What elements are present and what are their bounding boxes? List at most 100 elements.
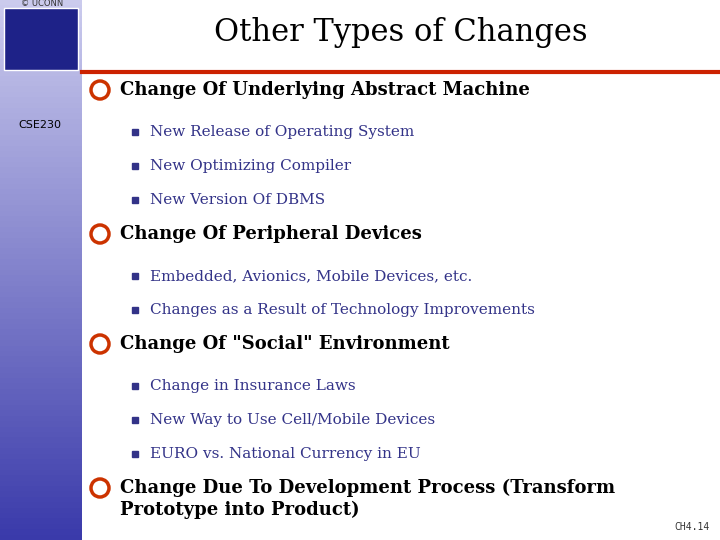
Text: Other Types of Changes: Other Types of Changes xyxy=(214,17,588,49)
Polygon shape xyxy=(0,286,82,292)
Text: Change Of Underlying Abstract Machine: Change Of Underlying Abstract Machine xyxy=(120,81,530,99)
Polygon shape xyxy=(0,265,82,270)
Polygon shape xyxy=(0,518,82,524)
Polygon shape xyxy=(0,200,82,205)
Polygon shape xyxy=(0,454,82,459)
Polygon shape xyxy=(0,270,82,275)
FancyBboxPatch shape xyxy=(4,8,78,70)
Polygon shape xyxy=(0,281,82,286)
Polygon shape xyxy=(0,481,82,486)
Polygon shape xyxy=(0,416,82,421)
Polygon shape xyxy=(0,76,82,81)
Text: CH4.14: CH4.14 xyxy=(675,522,710,532)
Text: Change Of Peripheral Devices: Change Of Peripheral Devices xyxy=(120,225,422,243)
Polygon shape xyxy=(0,189,82,194)
Polygon shape xyxy=(0,383,82,389)
Polygon shape xyxy=(0,59,82,65)
Polygon shape xyxy=(0,259,82,265)
Polygon shape xyxy=(0,151,82,157)
Text: CSE230: CSE230 xyxy=(19,120,61,130)
Polygon shape xyxy=(0,508,82,513)
Polygon shape xyxy=(0,470,82,475)
Polygon shape xyxy=(0,367,82,373)
Polygon shape xyxy=(0,113,82,119)
Polygon shape xyxy=(0,421,82,427)
Polygon shape xyxy=(0,475,82,481)
Polygon shape xyxy=(0,394,82,400)
Polygon shape xyxy=(0,243,82,248)
Polygon shape xyxy=(0,27,82,32)
Polygon shape xyxy=(0,513,82,518)
Polygon shape xyxy=(0,497,82,502)
Polygon shape xyxy=(0,22,82,27)
Polygon shape xyxy=(0,410,82,416)
Polygon shape xyxy=(0,173,82,178)
FancyBboxPatch shape xyxy=(132,451,138,457)
Polygon shape xyxy=(0,81,82,86)
Polygon shape xyxy=(0,443,82,448)
Polygon shape xyxy=(0,205,82,211)
Polygon shape xyxy=(0,432,82,437)
Polygon shape xyxy=(0,65,82,70)
Polygon shape xyxy=(0,308,82,313)
Polygon shape xyxy=(0,86,82,92)
Polygon shape xyxy=(0,405,82,410)
Polygon shape xyxy=(0,5,82,11)
Polygon shape xyxy=(0,535,82,540)
Polygon shape xyxy=(0,232,82,238)
Polygon shape xyxy=(0,49,82,54)
Polygon shape xyxy=(0,157,82,162)
Polygon shape xyxy=(0,319,82,324)
Polygon shape xyxy=(0,54,82,59)
Polygon shape xyxy=(0,0,82,5)
FancyBboxPatch shape xyxy=(132,417,138,423)
Polygon shape xyxy=(0,38,82,43)
Polygon shape xyxy=(0,297,82,302)
Polygon shape xyxy=(0,70,82,76)
Text: New Release of Operating System: New Release of Operating System xyxy=(150,125,414,139)
Polygon shape xyxy=(0,108,82,113)
Polygon shape xyxy=(0,529,82,535)
Polygon shape xyxy=(0,346,82,351)
FancyBboxPatch shape xyxy=(132,273,138,279)
Polygon shape xyxy=(0,373,82,378)
Polygon shape xyxy=(0,292,82,297)
Polygon shape xyxy=(0,524,82,529)
Polygon shape xyxy=(0,356,82,362)
Polygon shape xyxy=(0,162,82,167)
Polygon shape xyxy=(0,437,82,443)
Polygon shape xyxy=(0,97,82,103)
Polygon shape xyxy=(0,427,82,432)
Polygon shape xyxy=(0,389,82,394)
Polygon shape xyxy=(0,248,82,254)
Polygon shape xyxy=(0,502,82,508)
Polygon shape xyxy=(0,140,82,146)
Text: Change Due To Development Process (Transform: Change Due To Development Process (Trans… xyxy=(120,479,615,497)
Polygon shape xyxy=(0,119,82,124)
Polygon shape xyxy=(0,135,82,140)
Polygon shape xyxy=(0,194,82,200)
Polygon shape xyxy=(0,238,82,243)
Polygon shape xyxy=(0,459,82,464)
Polygon shape xyxy=(0,211,82,216)
Polygon shape xyxy=(0,313,82,319)
Polygon shape xyxy=(0,491,82,497)
Polygon shape xyxy=(0,329,82,335)
Polygon shape xyxy=(0,254,82,259)
Polygon shape xyxy=(0,16,82,22)
Polygon shape xyxy=(0,351,82,356)
Polygon shape xyxy=(0,362,82,367)
FancyBboxPatch shape xyxy=(132,307,138,313)
Polygon shape xyxy=(0,448,82,454)
Text: © UCONN: © UCONN xyxy=(21,0,63,9)
Polygon shape xyxy=(0,11,82,16)
Text: New Optimizing Compiler: New Optimizing Compiler xyxy=(150,159,351,173)
Polygon shape xyxy=(0,486,82,491)
Polygon shape xyxy=(0,130,82,135)
Text: Changes as a Result of Technology Improvements: Changes as a Result of Technology Improv… xyxy=(150,303,535,317)
Polygon shape xyxy=(0,275,82,281)
Polygon shape xyxy=(0,340,82,346)
Polygon shape xyxy=(0,146,82,151)
FancyBboxPatch shape xyxy=(132,197,138,203)
Polygon shape xyxy=(0,335,82,340)
